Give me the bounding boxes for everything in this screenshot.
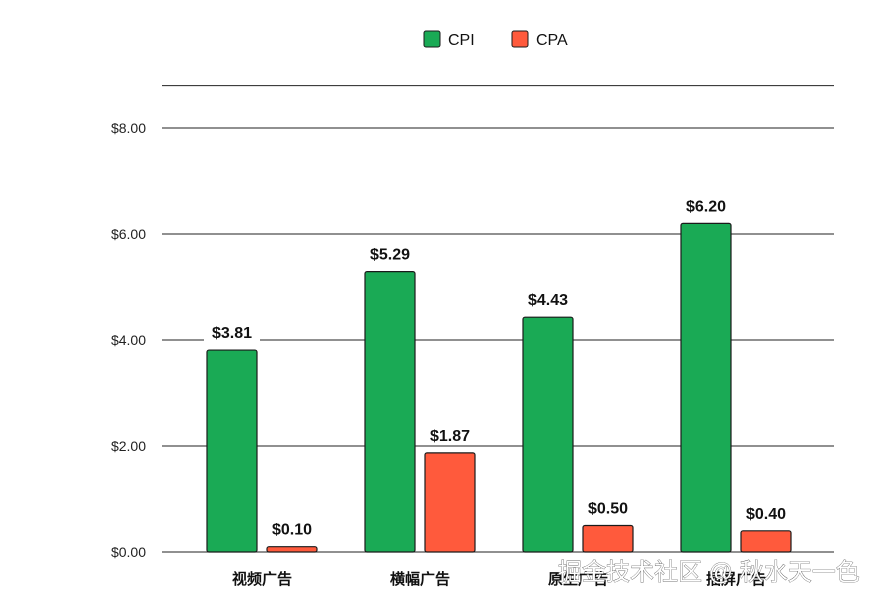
data-labels: $3.81 $5.29 $4.43 $6.20 $0.10 $1.87 $0.50 $0.40 bbox=[204, 195, 794, 539]
x-axis: 视频广告 横幅广告 原生广告 插屏广告 bbox=[232, 570, 766, 588]
bar-cpa bbox=[740, 530, 792, 553]
data-label: $1.87 bbox=[430, 428, 470, 445]
data-label: $4.43 bbox=[528, 292, 568, 309]
data-label: $5.29 bbox=[370, 247, 410, 264]
legend-label-cpi: CPI bbox=[448, 32, 475, 49]
bar-cpa bbox=[424, 452, 476, 553]
data-label: $0.10 bbox=[272, 522, 312, 539]
y-tick-label: $0.00 bbox=[111, 544, 146, 560]
x-tick-label: 视频广告 bbox=[232, 570, 292, 588]
data-label: $6.20 bbox=[686, 198, 726, 215]
bars bbox=[206, 222, 792, 553]
watermark-text: 掘金技术社区 @ 秋水天一色 bbox=[558, 559, 860, 586]
data-label-bg bbox=[264, 518, 320, 539]
x-tick-label: 原生广告 bbox=[548, 570, 608, 588]
legend-label-cpa: CPA bbox=[536, 32, 568, 49]
data-label: $3.81 bbox=[212, 325, 252, 342]
x-tick-label: 插屏广告 bbox=[706, 570, 766, 588]
y-tick-label: $8.00 bbox=[111, 120, 146, 136]
data-label-bg bbox=[580, 497, 636, 518]
bar-cpa bbox=[582, 524, 634, 553]
data-label-bg bbox=[520, 289, 576, 310]
legend-swatch-cpi bbox=[423, 30, 441, 48]
data-label-bg bbox=[678, 195, 734, 216]
y-tick-label: $6.00 bbox=[111, 226, 146, 242]
data-label-bg bbox=[362, 243, 418, 264]
x-tick-label: 横幅广告 bbox=[390, 570, 450, 588]
bar-cpa bbox=[266, 546, 318, 553]
data-label: $0.50 bbox=[588, 501, 628, 518]
legend: CPI CPA bbox=[423, 30, 568, 49]
bar-cpi bbox=[206, 349, 258, 553]
y-tick-label: $4.00 bbox=[111, 332, 146, 348]
data-label-bg bbox=[738, 502, 794, 523]
y-axis: $0.00 $2.00 $4.00 $6.00 $8.00 bbox=[111, 120, 146, 560]
data-label: $0.40 bbox=[746, 506, 786, 523]
y-tick-label: $2.00 bbox=[111, 438, 146, 454]
gridlines bbox=[162, 85, 834, 553]
bar-cpi bbox=[364, 271, 416, 553]
legend-swatch-cpa bbox=[511, 30, 529, 48]
bar-cpi bbox=[522, 316, 574, 553]
bar-cpi bbox=[680, 222, 732, 553]
data-label-bg bbox=[204, 322, 260, 343]
data-label-bg bbox=[422, 424, 478, 445]
